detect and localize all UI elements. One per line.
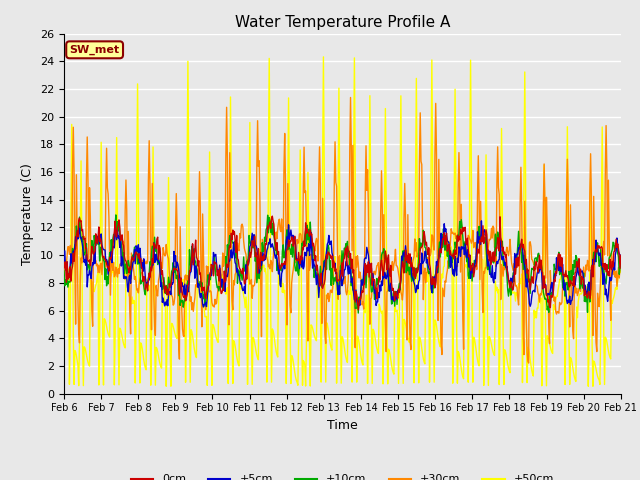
- 0cm: [412, 276, 419, 281]
- +5cm: [60, 264, 68, 270]
- Line: +50cm: +50cm: [64, 57, 621, 386]
- +10cm: [60, 268, 68, 274]
- +5cm: [184, 287, 192, 292]
- Text: SW_met: SW_met: [70, 45, 120, 55]
- +30cm: [347, 95, 355, 100]
- +50cm: [70, 382, 78, 387]
- +10cm: [617, 262, 625, 267]
- +50cm: [617, 269, 625, 275]
- 0cm: [60, 259, 68, 265]
- Title: Water Temperature Profile A: Water Temperature Profile A: [235, 15, 450, 30]
- Y-axis label: Temperature (C): Temperature (C): [22, 163, 35, 264]
- Line: 0cm: 0cm: [64, 216, 621, 310]
- X-axis label: Time: Time: [327, 419, 358, 432]
- +5cm: [411, 283, 419, 288]
- +30cm: [70, 168, 78, 174]
- +5cm: [200, 304, 207, 310]
- +10cm: [412, 274, 419, 279]
- +10cm: [185, 280, 193, 286]
- +5cm: [70, 252, 78, 258]
- Legend: 0cm, +5cm, +10cm, +30cm, +50cm: 0cm, +5cm, +10cm, +30cm, +50cm: [127, 470, 558, 480]
- +50cm: [411, 320, 419, 326]
- Line: +10cm: +10cm: [64, 215, 621, 313]
- Line: +5cm: +5cm: [64, 221, 621, 307]
- 0cm: [214, 273, 221, 278]
- 0cm: [355, 307, 362, 313]
- +5cm: [617, 258, 625, 264]
- +50cm: [428, 161, 435, 167]
- +30cm: [127, 250, 135, 256]
- +5cm: [214, 267, 222, 273]
- +10cm: [70, 248, 78, 253]
- +30cm: [60, 271, 68, 277]
- 0cm: [70, 258, 78, 264]
- +5cm: [428, 286, 435, 291]
- +30cm: [184, 289, 192, 295]
- +30cm: [617, 256, 625, 262]
- +10cm: [128, 254, 136, 260]
- +10cm: [355, 310, 362, 316]
- +5cm: [127, 270, 135, 276]
- +50cm: [319, 54, 327, 60]
- 0cm: [127, 257, 135, 263]
- +30cm: [214, 293, 221, 299]
- +5cm: [477, 218, 485, 224]
- +50cm: [584, 384, 592, 389]
- 0cm: [184, 282, 192, 288]
- +30cm: [428, 249, 435, 254]
- +10cm: [112, 212, 120, 218]
- 0cm: [428, 282, 436, 288]
- 0cm: [617, 252, 625, 258]
- 0cm: [268, 213, 276, 219]
- +30cm: [411, 236, 419, 242]
- +50cm: [214, 338, 221, 344]
- +50cm: [127, 301, 135, 307]
- +50cm: [184, 59, 192, 64]
- +30cm: [525, 360, 532, 366]
- +10cm: [214, 284, 222, 289]
- +50cm: [60, 256, 68, 262]
- +10cm: [428, 284, 436, 290]
- Line: +30cm: +30cm: [64, 97, 621, 363]
